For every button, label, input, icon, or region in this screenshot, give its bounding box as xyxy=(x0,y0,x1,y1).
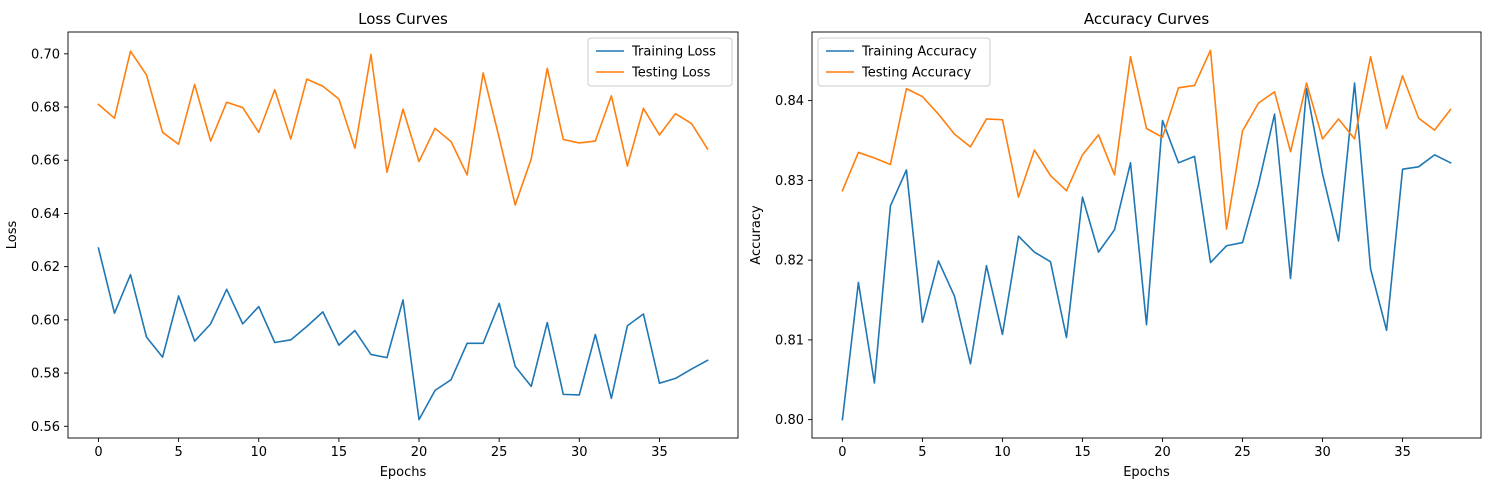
y-tick-label: 0.64 xyxy=(31,207,60,222)
series-line-training-loss xyxy=(97,247,709,421)
legend-box xyxy=(587,37,733,87)
x-tick-label: 20 xyxy=(411,445,428,460)
x-axis-label: Epochs xyxy=(1123,465,1170,480)
series-line-testing-accuracy xyxy=(841,49,1452,230)
y-axis-label: Loss xyxy=(5,221,20,250)
x-tick-label: 5 xyxy=(174,445,182,460)
legend: Training Accuracy Testing Accuracy xyxy=(817,37,991,87)
y-axis-label: Accuracy xyxy=(749,205,764,265)
chart-title: Loss Curves xyxy=(358,10,448,28)
x-tick-label: 15 xyxy=(331,445,348,460)
y-tick-label: 0.81 xyxy=(775,333,804,348)
x-axis-label: Epochs xyxy=(380,465,427,480)
x-tick-label: 0 xyxy=(94,445,102,460)
x-tick-label: 0 xyxy=(838,445,846,460)
y-tick-label: 0.60 xyxy=(31,313,60,328)
legend: Training Loss Testing Loss xyxy=(587,37,733,87)
x-tick-label: 10 xyxy=(250,445,267,460)
y-tick-label: 0.62 xyxy=(31,260,60,275)
x-tick-label: 25 xyxy=(491,445,508,460)
legend-entry: Training Loss xyxy=(631,45,716,60)
y-tick-label: 0.68 xyxy=(31,101,60,116)
y-tick-label: 0.58 xyxy=(31,367,60,382)
y-tick-label: 0.82 xyxy=(775,254,804,269)
x-tick-label: 25 xyxy=(1234,445,1251,460)
x-tick-label: 35 xyxy=(1394,445,1411,460)
x-tick-label: 30 xyxy=(571,445,588,460)
x-tick-label: 30 xyxy=(1314,445,1331,460)
legend-box xyxy=(817,37,991,87)
y-tick-label: 0.80 xyxy=(775,413,804,428)
x-tick-label: 5 xyxy=(918,445,926,460)
y-tick-label: 0.84 xyxy=(775,94,804,109)
y-tick-label: 0.66 xyxy=(31,154,60,169)
x-tick-label: 15 xyxy=(1074,445,1091,460)
chart-title: Accuracy Curves xyxy=(1084,10,1210,28)
series-line-testing-loss xyxy=(97,50,709,206)
chart-0: Loss Curves 0 5 10 15 20 25 30 35 0.56 0.58 0.60 0.6… xyxy=(5,10,739,480)
legend-entry: Testing Loss xyxy=(631,66,711,81)
axes-frame xyxy=(811,31,1482,439)
y-tick-label: 0.56 xyxy=(31,420,60,435)
chart-1: Accuracy Curves 0 5 10 15 20 25 30 35 0.80 0.81 0.8… xyxy=(749,10,1482,480)
legend-entry: Training Accuracy xyxy=(861,45,977,60)
x-tick-label: 20 xyxy=(1154,445,1171,460)
legend-entry: Testing Accuracy xyxy=(861,66,971,81)
series-line-training-accuracy xyxy=(841,82,1452,421)
x-tick-label: 35 xyxy=(651,445,668,460)
x-tick-label: 10 xyxy=(994,445,1011,460)
y-tick-label: 0.70 xyxy=(31,47,60,62)
axes-frame xyxy=(67,31,739,439)
y-tick-label: 0.83 xyxy=(775,174,804,189)
